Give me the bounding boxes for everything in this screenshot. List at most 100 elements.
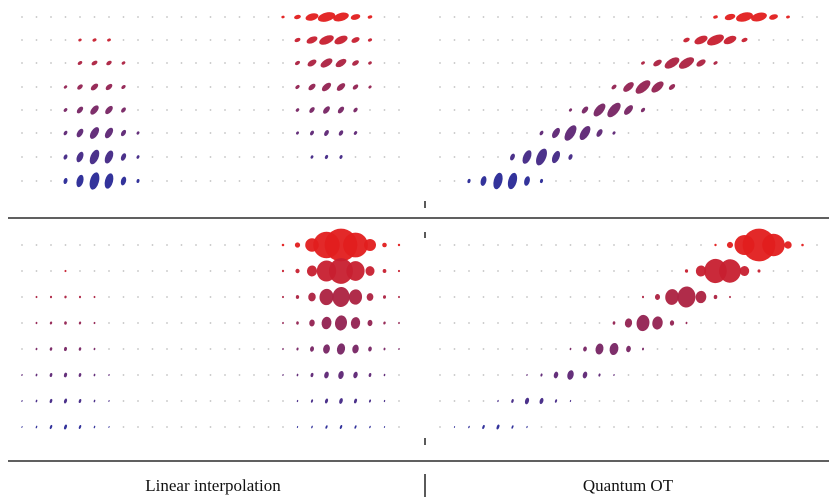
ellipse (64, 321, 67, 325)
ellipse (772, 62, 775, 64)
ellipse (555, 16, 557, 18)
ellipse (539, 397, 544, 405)
ellipse (209, 156, 212, 158)
ellipse (151, 400, 154, 402)
ellipse (787, 322, 789, 324)
ellipse (439, 348, 441, 350)
ellipse (253, 180, 255, 182)
ellipse (151, 244, 154, 246)
ellipse (726, 241, 734, 249)
ellipse (224, 86, 226, 88)
ellipse (50, 62, 52, 64)
ellipse (120, 153, 127, 161)
ellipse (642, 400, 644, 402)
ellipse (468, 16, 470, 18)
ellipse (78, 424, 82, 430)
ellipse (339, 424, 343, 430)
ellipse (195, 348, 197, 350)
ellipse (739, 265, 750, 277)
ellipse (209, 86, 212, 88)
ellipse (151, 348, 154, 350)
ellipse (729, 295, 731, 299)
ellipse (526, 109, 528, 111)
ellipse (267, 16, 270, 18)
ellipse (78, 321, 82, 325)
ellipse (671, 244, 673, 246)
ellipse (195, 132, 197, 134)
ellipse (368, 373, 372, 377)
ellipse (511, 322, 514, 324)
ellipse (816, 180, 818, 182)
ellipse (497, 270, 499, 272)
ellipse (801, 296, 804, 298)
ellipse (76, 151, 84, 163)
ellipse (786, 15, 790, 19)
ellipse (180, 16, 183, 18)
ellipse (641, 295, 645, 299)
ellipse (554, 399, 558, 403)
ellipse (729, 132, 731, 134)
ellipse (180, 270, 183, 272)
ellipse (335, 58, 347, 68)
ellipse (79, 244, 81, 246)
ellipse (238, 86, 241, 88)
ellipse (383, 347, 386, 351)
ellipse (108, 373, 110, 377)
ellipse (553, 371, 559, 379)
ellipse (354, 156, 357, 158)
ellipse (281, 269, 285, 273)
ellipse (684, 269, 689, 273)
ellipse (306, 265, 318, 277)
ellipse (468, 156, 470, 158)
ellipse (209, 400, 212, 402)
ellipse (568, 108, 573, 112)
ellipse (772, 270, 775, 272)
ellipse (79, 16, 81, 18)
ellipse (714, 156, 717, 158)
ellipse (626, 345, 631, 353)
ellipse (180, 62, 183, 64)
ellipse (654, 294, 661, 300)
ellipse (180, 39, 183, 41)
ellipse (453, 86, 456, 88)
ellipse (700, 374, 702, 376)
ellipse (743, 86, 746, 88)
ellipse (526, 39, 528, 41)
ellipse (295, 108, 300, 112)
ellipse (64, 62, 67, 64)
ellipse (656, 180, 659, 182)
ellipse (151, 62, 154, 64)
ellipse (453, 244, 456, 246)
ellipse (743, 132, 746, 134)
ellipse (151, 39, 154, 41)
ellipse (122, 426, 125, 428)
ellipse (336, 343, 346, 355)
ellipse (383, 373, 386, 377)
ellipse (569, 86, 572, 88)
ellipse (612, 321, 616, 325)
ellipse (224, 109, 226, 111)
ellipse (816, 296, 818, 298)
ellipse (787, 400, 789, 402)
ellipse (598, 180, 601, 182)
ellipse (482, 270, 485, 272)
ellipse (772, 322, 775, 324)
ellipse (497, 86, 499, 88)
ellipse (104, 127, 114, 139)
ellipse (627, 156, 630, 158)
ellipse (816, 400, 818, 402)
ellipse (224, 39, 226, 41)
ellipse (482, 62, 485, 64)
ellipse (238, 16, 241, 18)
ellipse (609, 342, 619, 356)
ellipse (656, 132, 659, 134)
ellipse (209, 244, 212, 246)
ellipse (567, 370, 574, 380)
ellipse (21, 270, 23, 272)
ellipse (584, 39, 586, 41)
ellipse (627, 296, 630, 298)
ellipse (350, 317, 361, 329)
ellipse (540, 426, 543, 428)
ellipse (598, 39, 601, 41)
